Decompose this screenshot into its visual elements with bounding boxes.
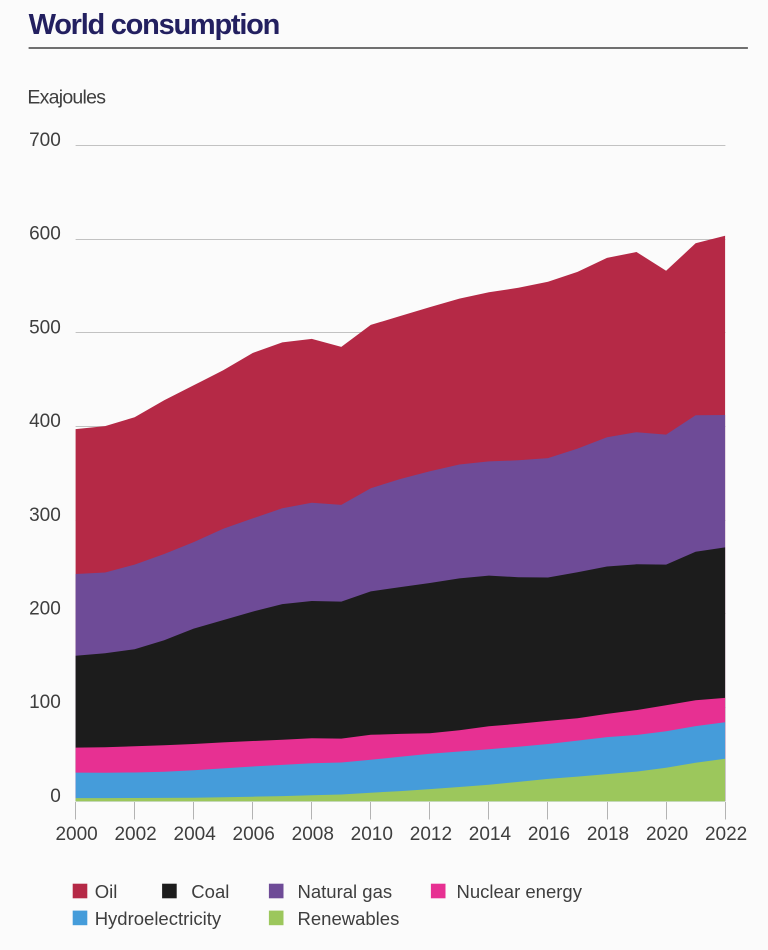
svg-text:2006: 2006: [233, 824, 275, 845]
svg-text:2008: 2008: [292, 824, 334, 845]
svg-text:Natural gas: Natural gas: [298, 881, 393, 902]
svg-text:200: 200: [29, 599, 61, 620]
svg-text:2014: 2014: [469, 824, 512, 845]
svg-text:500: 500: [29, 317, 61, 338]
svg-text:2022: 2022: [705, 824, 747, 845]
svg-text:World consumption: World consumption: [29, 9, 279, 41]
svg-text:2002: 2002: [114, 824, 156, 845]
svg-text:Coal: Coal: [191, 881, 229, 902]
svg-text:400: 400: [29, 411, 61, 432]
svg-text:Exajoules: Exajoules: [27, 86, 106, 108]
svg-text:2010: 2010: [351, 824, 393, 845]
svg-text:Oil: Oil: [95, 881, 118, 902]
svg-text:2004: 2004: [174, 824, 217, 845]
svg-text:2016: 2016: [528, 824, 570, 845]
svg-text:0: 0: [50, 786, 61, 807]
svg-text:2020: 2020: [646, 824, 688, 845]
svg-text:2000: 2000: [55, 824, 97, 845]
svg-text:Renewables: Renewables: [298, 908, 400, 929]
svg-text:Nuclear energy: Nuclear energy: [457, 881, 583, 902]
svg-text:2018: 2018: [587, 824, 629, 845]
svg-text:Hydroelectricity: Hydroelectricity: [95, 908, 222, 929]
svg-text:300: 300: [29, 505, 61, 526]
svg-text:600: 600: [29, 224, 61, 245]
svg-text:700: 700: [29, 130, 61, 151]
svg-text:100: 100: [29, 692, 61, 713]
svg-text:2012: 2012: [410, 824, 452, 845]
